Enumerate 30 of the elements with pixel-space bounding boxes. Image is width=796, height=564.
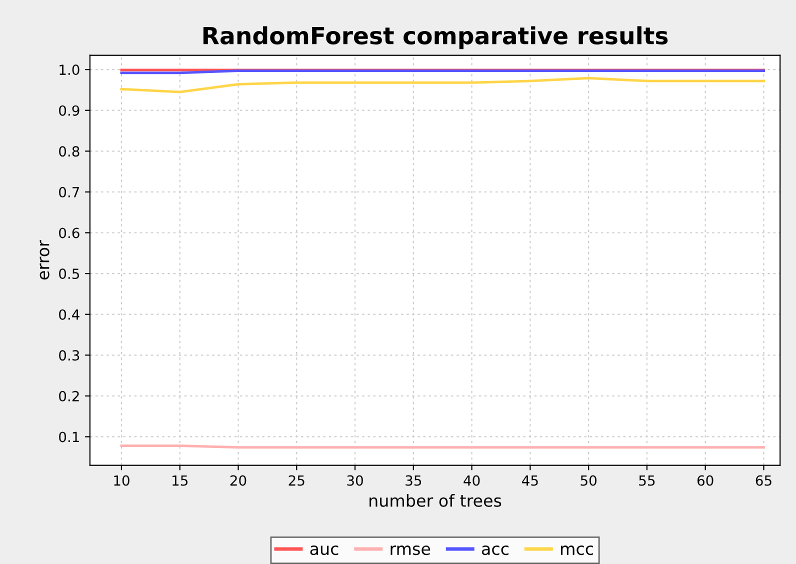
y-tick-label: 0.7 [59, 186, 80, 198]
legend-label: auc [310, 546, 338, 556]
x-tick-label: 65 [756, 475, 772, 486]
x-axis-title: number of trees [370, 494, 502, 507]
x-tick-label: 25 [288, 475, 304, 486]
y-tick-label: 0.5 [59, 268, 80, 280]
line-series [120, 76, 765, 94]
y-tick-label: 0.8 [59, 146, 80, 157]
x-tick-label: 20 [230, 475, 246, 486]
y-tick-label: 0.9 [59, 105, 80, 116]
y-tick-label: 0.6 [59, 228, 80, 238]
y-axis-title: error [40, 240, 50, 280]
legend-label: mcc [561, 546, 594, 556]
x-tick-label: 15 [172, 475, 188, 486]
x-tick-label: 55 [639, 475, 655, 486]
x-tick-label: 10 [114, 475, 130, 486]
x-tick-label: 35 [406, 475, 422, 486]
y-tick-label: 0.4 [59, 309, 80, 320]
x-tick-label: 40 [464, 475, 480, 486]
x-tick-label: 45 [522, 475, 538, 486]
y-tick-label: 0.1 [59, 432, 79, 442]
x-tick-label: 60 [697, 475, 714, 486]
y-tick-label: 0.2 [59, 390, 79, 402]
legend-label: acc [482, 546, 508, 556]
legend-label: rmse [390, 546, 430, 556]
chart-title: RandomForest comparative results [203, 26, 668, 50]
x-tick-label: 30 [347, 475, 363, 486]
y-tick-label: 1.0 [60, 64, 80, 76]
x-tick-label: 50 [580, 475, 596, 486]
y-tick-label: 0.3 [59, 350, 80, 361]
